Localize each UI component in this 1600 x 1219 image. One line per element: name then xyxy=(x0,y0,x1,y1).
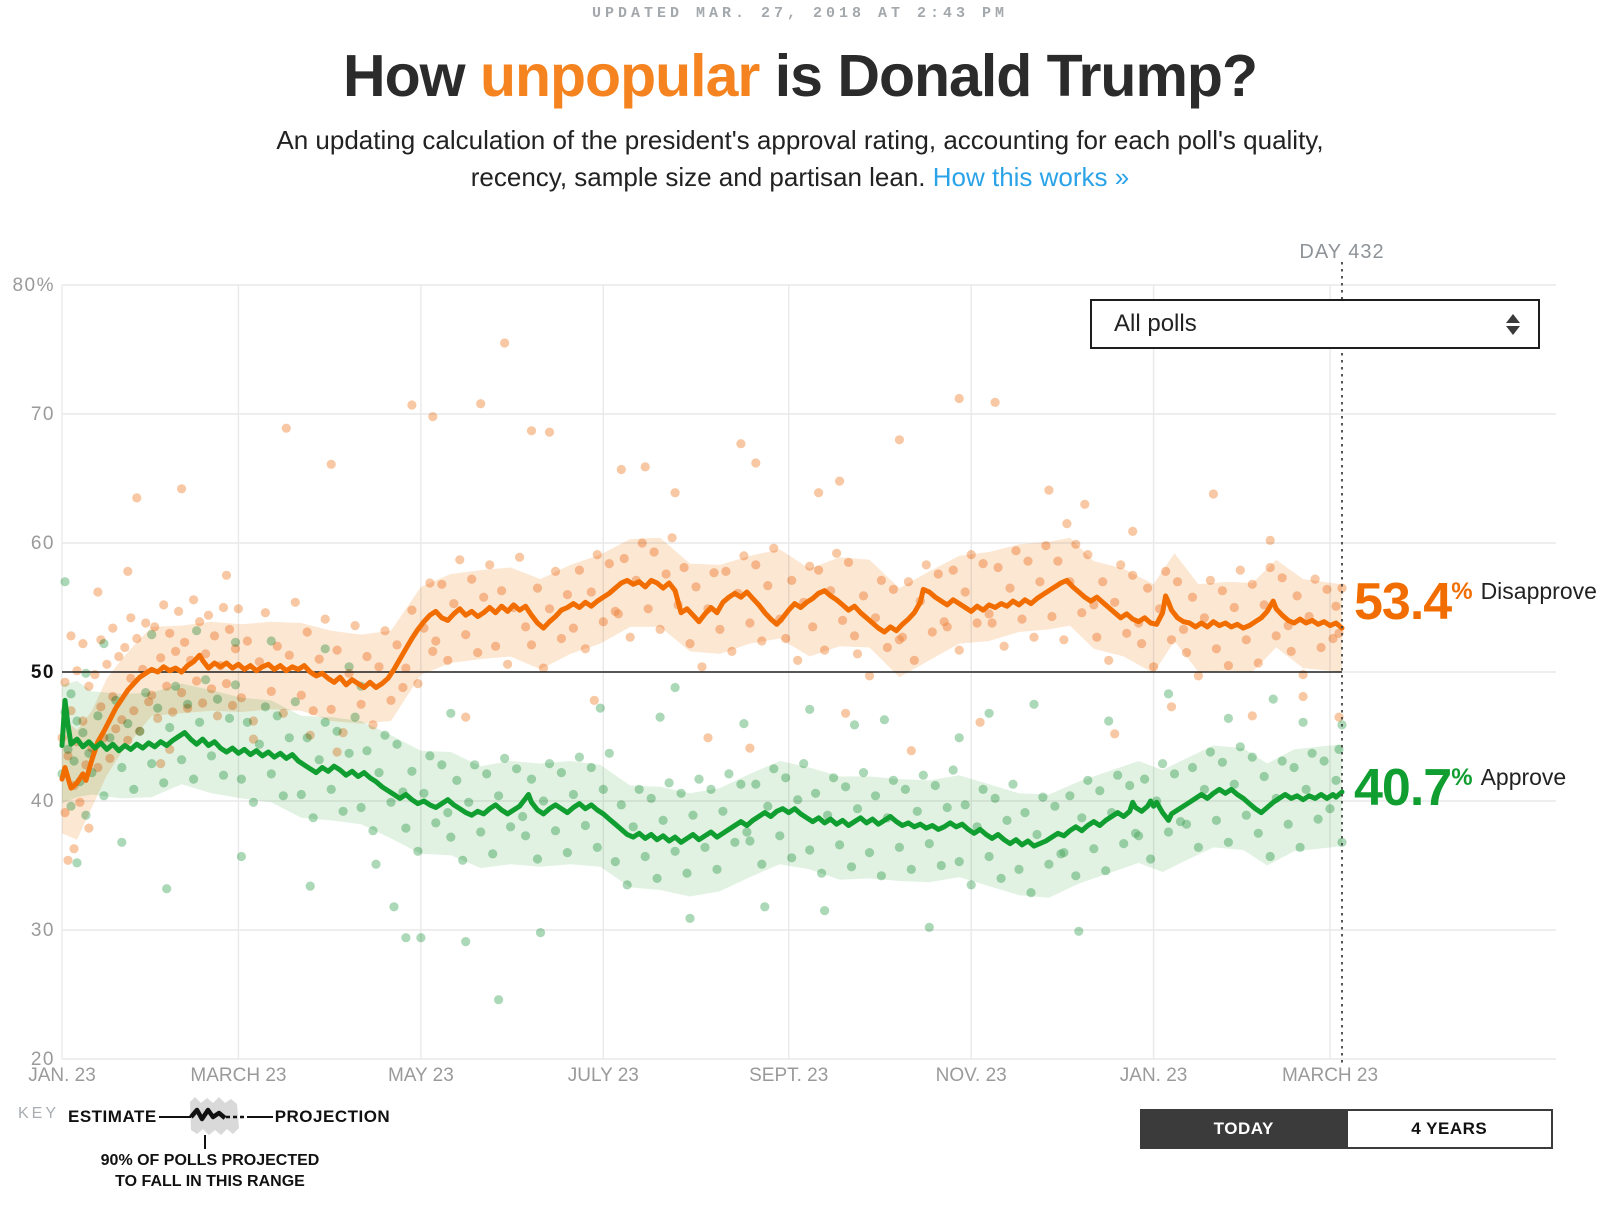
range-4years-button[interactable]: 4 YEARS xyxy=(1345,1111,1551,1147)
time-range-toggle: TODAY 4 YEARS xyxy=(1140,1109,1553,1149)
title-post: is Donald Trump? xyxy=(759,43,1258,109)
y-tick-label: 50 xyxy=(31,662,55,683)
y-tick-label: 60 xyxy=(31,533,55,554)
x-tick-label: SEPT. 23 xyxy=(749,1065,828,1086)
approve-trend-line xyxy=(59,697,1345,849)
approve-confidence-band xyxy=(62,681,1342,898)
subtitle-line1: An updating calculation of the president… xyxy=(276,125,1324,155)
disapprove-word: Disapprove xyxy=(1480,578,1597,604)
x-tick-label: NOV. 23 xyxy=(936,1065,1007,1086)
key-band-note: 90% OF POLLS PROJECTED TO FALL IN THIS R… xyxy=(80,1150,340,1192)
axis-labels: JAN. 23 MARCH 23 MAY 23 JULY 23 SEPT. 23 NOV.… xyxy=(12,275,1378,1086)
key-title: KEY xyxy=(18,1105,60,1122)
key-estimate-label: ESTIMATE xyxy=(68,1107,157,1126)
updated-timestamp: UPDATED MAR. 27, 2018 AT 2:43 PM xyxy=(591,5,1009,22)
poll-filter-value: All polls xyxy=(1114,310,1197,337)
disapprove-current-label: 53.4% Disapprove xyxy=(1354,572,1597,632)
approve-value: 40.7 xyxy=(1354,759,1452,817)
y-tick-label: 30 xyxy=(31,920,55,941)
y-tick-label: 80% xyxy=(12,275,55,296)
x-tick-label: MAY 23 xyxy=(388,1065,454,1086)
x-tick-label: MARCH 23 xyxy=(1282,1065,1378,1086)
x-tick-label: MARCH 23 xyxy=(190,1065,286,1086)
range-today-button[interactable]: TODAY xyxy=(1142,1111,1346,1147)
approve-percent-sign: % xyxy=(1451,764,1473,791)
arrow-down-icon xyxy=(1506,325,1520,335)
approval-chart: JAN. 23 MARCH 23 MAY 23 JULY 23 SEPT. 23 NOV.… xyxy=(12,262,1556,1086)
how-this-works-link[interactable]: How this works » xyxy=(932,162,1130,192)
key-legend: ESTIMATE PROJECTION xyxy=(68,1093,390,1141)
disapprove-percent-sign: % xyxy=(1451,578,1473,605)
disapprove-trend-line xyxy=(59,577,1345,791)
arrow-up-icon xyxy=(1506,313,1520,323)
x-tick-label: JAN. 23 xyxy=(28,1065,96,1086)
disapprove-confidence-band xyxy=(62,537,1342,840)
approve-word: Approve xyxy=(1480,764,1567,790)
x-tick-label: JULY 23 xyxy=(568,1065,639,1086)
key-projection-label: PROJECTION xyxy=(274,1107,391,1126)
key-band-note-line2: TO FALL IN THIS RANGE xyxy=(115,1173,305,1190)
x-tick-label: JAN. 23 xyxy=(1120,1065,1188,1086)
disapprove-value: 53.4 xyxy=(1354,573,1452,631)
title-highlight: unpopular xyxy=(479,43,760,109)
approve-current-label: 40.7% Approve xyxy=(1354,758,1566,818)
poll-filter-select[interactable]: All polls xyxy=(1090,299,1540,349)
key-callout-tick xyxy=(204,1135,206,1149)
subtitle-line2: recency, sample size and partisan lean. xyxy=(470,162,933,192)
disapprove-poll-dots xyxy=(57,338,1347,865)
page-subtitle: An updating calculation of the president… xyxy=(0,122,1600,196)
key-squiggle-icon xyxy=(158,1097,273,1135)
day-counter-label: DAY 432 xyxy=(1299,241,1385,263)
key-band-note-line1: 90% OF POLLS PROJECTED xyxy=(100,1152,320,1169)
page-title: How unpopular is Donald Trump? xyxy=(0,42,1600,110)
title-pre: How xyxy=(343,43,480,109)
y-tick-label: 40 xyxy=(31,791,55,812)
y-tick-label: 70 xyxy=(31,404,55,425)
y-tick-label: 20 xyxy=(31,1049,55,1070)
select-arrows-icon xyxy=(1506,313,1520,335)
